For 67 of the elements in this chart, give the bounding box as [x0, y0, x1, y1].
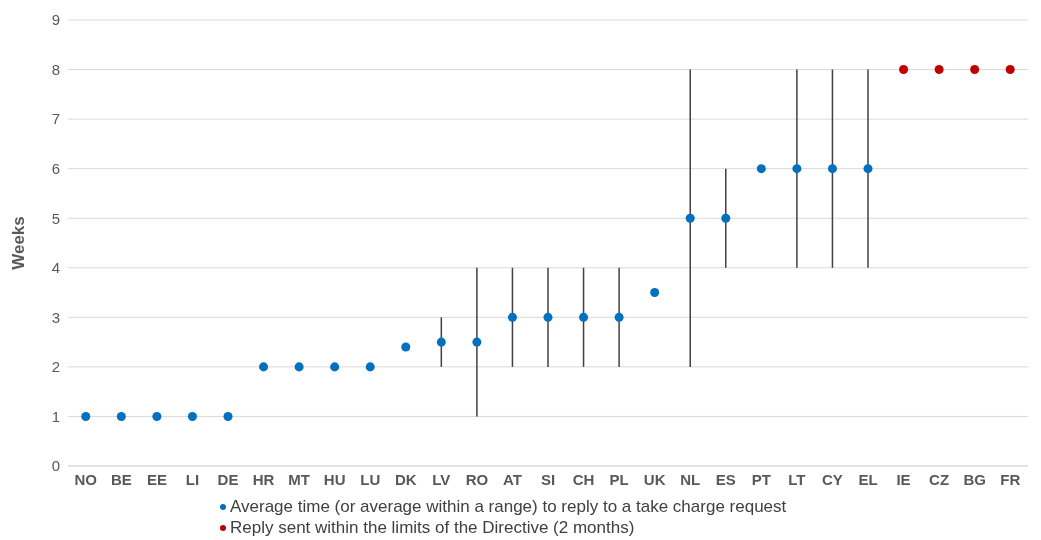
point: [792, 164, 802, 174]
x-tick-label: DK: [394, 470, 417, 488]
x-tick-label: IE: [896, 470, 911, 488]
y-tick-label: 9: [51, 11, 60, 29]
x-tick-label: CY: [822, 470, 843, 488]
point: [863, 164, 873, 174]
x-tick-label: NL: [680, 470, 701, 488]
x-tick-label: LI: [185, 470, 200, 488]
point: [507, 312, 517, 322]
point: [116, 411, 126, 421]
y-tick-label: 4: [51, 259, 60, 277]
point: [472, 337, 482, 347]
x-tick-label: RO: [465, 470, 489, 488]
y-axis-title: Weeks: [9, 216, 29, 270]
point: [899, 65, 909, 75]
y-tick-label: 3: [51, 308, 60, 326]
x-tick-label: AT: [503, 470, 522, 488]
x-tick-label: EL: [858, 470, 878, 488]
y-tick-label: 6: [51, 159, 60, 177]
legend-label: Reply sent within the limits of the Directive (2 months): [230, 517, 635, 538]
point: [543, 312, 553, 322]
x-tick-label: UK: [643, 470, 666, 488]
point: [756, 164, 766, 174]
point: [721, 213, 731, 223]
y-tick-label: 7: [51, 110, 60, 128]
point: [294, 362, 304, 372]
x-tick-label: FR: [1000, 470, 1021, 488]
x-tick-label: PT: [751, 470, 771, 488]
point: [259, 362, 269, 372]
point: [187, 411, 197, 421]
x-tick-label: HR: [252, 470, 275, 488]
point: [223, 411, 233, 421]
x-tick-label: LU: [360, 470, 381, 488]
x-tick-label: ES: [715, 470, 736, 488]
x-tick-label: DE: [217, 470, 239, 488]
point: [685, 213, 695, 223]
x-tick-label: CZ: [929, 470, 950, 488]
x-tick-label: BE: [110, 470, 132, 488]
point: [650, 288, 660, 298]
x-tick-label: MT: [288, 470, 310, 488]
x-tick-label: BG: [963, 470, 986, 488]
y-tick-label: 8: [51, 60, 60, 78]
point: [934, 65, 944, 75]
point: [401, 342, 411, 352]
x-tick-label: CH: [572, 470, 595, 488]
x-tick-label: LV: [432, 470, 451, 488]
y-tick-label: 2: [51, 358, 60, 376]
x-tick-label: EE: [146, 470, 167, 488]
point: [1005, 65, 1015, 75]
point: [365, 362, 375, 372]
point: [827, 164, 837, 174]
x-tick-label: SI: [540, 470, 556, 488]
point: [436, 337, 446, 347]
legend-label: Average time (or average within a range) to reply to a take charge request: [230, 496, 787, 517]
y-tick-label: 1: [51, 407, 60, 425]
x-tick-label: HU: [323, 470, 346, 488]
point: [579, 312, 589, 322]
y-tick-label: 5: [51, 209, 60, 227]
point: [614, 312, 624, 322]
point: [81, 411, 91, 421]
x-tick-label: LT: [788, 470, 806, 488]
x-tick-label: NO: [74, 470, 98, 488]
point: [330, 362, 340, 372]
y-tick-label: 0: [51, 457, 60, 475]
point: [970, 65, 980, 75]
x-tick-label: PL: [609, 470, 629, 488]
point: [152, 411, 162, 421]
